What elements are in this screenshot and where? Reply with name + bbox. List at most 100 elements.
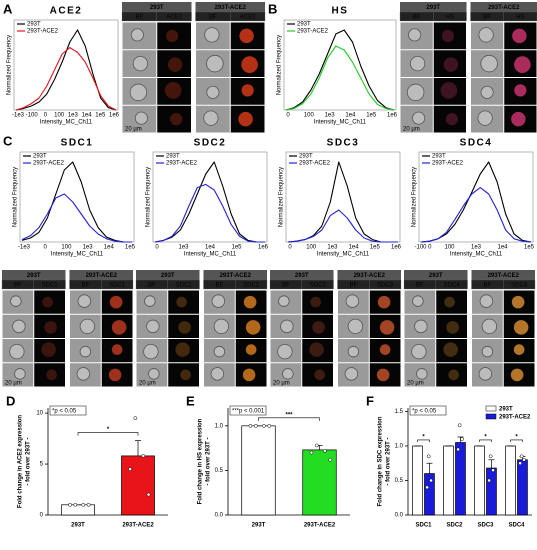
hist-title: ACE2 — [50, 6, 83, 17]
cell — [144, 295, 156, 307]
data-point — [146, 492, 151, 497]
sig-bracket — [510, 439, 523, 442]
legend-label: 293T — [27, 22, 41, 28]
cell — [278, 295, 290, 307]
data-point — [73, 502, 78, 507]
x-tick-label: 0 — [44, 113, 48, 119]
hist-title: SDC4 — [460, 138, 493, 149]
x-tick-label: 293T-ACE2 — [122, 523, 154, 529]
cell — [10, 295, 22, 307]
cell-signal — [310, 296, 321, 308]
group-header — [136, 270, 200, 280]
hist-line — [285, 29, 395, 111]
fluor-image — [433, 78, 466, 105]
cell-signal — [167, 57, 183, 72]
cell-signal — [379, 344, 391, 355]
channel-name: BF — [416, 283, 424, 289]
y-axis-label: Normalized Frequency — [13, 167, 19, 227]
bar — [443, 445, 454, 516]
cell-signal — [243, 295, 257, 309]
legend-label: 293T — [299, 154, 313, 160]
cell — [411, 343, 427, 360]
cell — [347, 318, 364, 335]
x-tick-label: 1e4 — [345, 113, 356, 119]
panel-letter: A — [3, 1, 13, 16]
x-axis-label: Intensity_MC_Ch11 — [317, 252, 370, 258]
x-tick-label: SDC1 — [415, 523, 432, 529]
channel-name: HS — [516, 15, 524, 21]
cell-signal — [513, 320, 529, 335]
cell — [134, 111, 148, 125]
cell — [148, 368, 160, 380]
pvalue-box — [49, 405, 87, 416]
legend-label: 293T-ACE2 — [166, 161, 198, 167]
cell — [481, 318, 498, 335]
data-point — [491, 468, 495, 472]
group-header — [337, 270, 401, 280]
cell-signal — [41, 342, 56, 357]
legend-label: 293T — [499, 406, 513, 412]
fluor-image — [436, 290, 467, 314]
cell — [280, 319, 294, 334]
legend-label: 293T-ACE2 — [27, 29, 59, 35]
plot-frame — [285, 151, 401, 243]
sig-bracket — [77, 432, 139, 436]
bar — [241, 425, 276, 516]
x-tick-label: 1e4 — [104, 245, 115, 251]
cell — [12, 319, 26, 334]
x-axis-label: Intensity_MC_Ch11 — [314, 120, 367, 126]
x-tick-label: 1e6 — [258, 245, 269, 251]
legend-label: 293T-ACE2 — [499, 414, 531, 420]
cell — [130, 28, 144, 42]
channel-name: BF — [136, 15, 144, 21]
bar — [474, 445, 485, 516]
cell-signal — [376, 368, 390, 382]
cell — [481, 345, 494, 358]
hist-line — [15, 47, 117, 111]
y-axis-label: Normalized Frequency — [277, 35, 283, 95]
cell — [77, 294, 92, 308]
bar — [121, 455, 155, 516]
cell — [412, 111, 426, 125]
plot-frame — [13, 19, 119, 111]
hist-title: HS — [332, 6, 349, 17]
group-name: 293T-ACE2 — [215, 5, 247, 11]
fluor-image — [34, 290, 65, 314]
channel-header — [503, 11, 537, 22]
y-axis-label: Fold change in HS expression — [198, 418, 204, 504]
legend-label: 293T — [33, 154, 47, 160]
cell-signal — [245, 320, 261, 335]
channel-name: BF — [413, 15, 421, 21]
panel-letter: F — [366, 393, 374, 408]
legend-label: 293T-ACE2 — [432, 161, 464, 167]
cell-signal — [446, 321, 459, 334]
x-tick-label: -1e3 — [12, 113, 25, 119]
cell — [143, 343, 159, 360]
fluor-image — [157, 78, 191, 105]
cell-signal — [180, 369, 191, 381]
cell-signal — [42, 296, 53, 308]
scale-label: 20 µm — [407, 381, 424, 387]
channel-header — [301, 279, 334, 290]
sig-label: * — [422, 435, 425, 441]
x-axis-label: Intensity_MC_Ch11 — [450, 252, 503, 258]
cell — [412, 295, 424, 307]
x-axis-label: Intensity_MC_Ch11 — [40, 120, 93, 126]
channel-name: BF — [484, 283, 492, 289]
cell-signal — [166, 29, 179, 42]
y-axis-label: Normalized Frequency — [7, 35, 13, 95]
sig-label: *** — [285, 412, 293, 418]
plot-frame — [283, 19, 397, 111]
hist-title: SDC2 — [194, 138, 227, 149]
x-tick-label: 1e5 — [366, 113, 377, 119]
channel-header — [235, 279, 268, 290]
data-point — [328, 457, 333, 462]
cell-signal — [44, 321, 57, 334]
channel-header — [433, 11, 467, 22]
data-point — [68, 502, 72, 507]
cell — [344, 367, 359, 381]
cell-signal — [178, 321, 191, 334]
hist-line — [15, 29, 117, 111]
x-tick-label: SDC4 — [508, 523, 525, 529]
cell-signal — [312, 321, 325, 334]
